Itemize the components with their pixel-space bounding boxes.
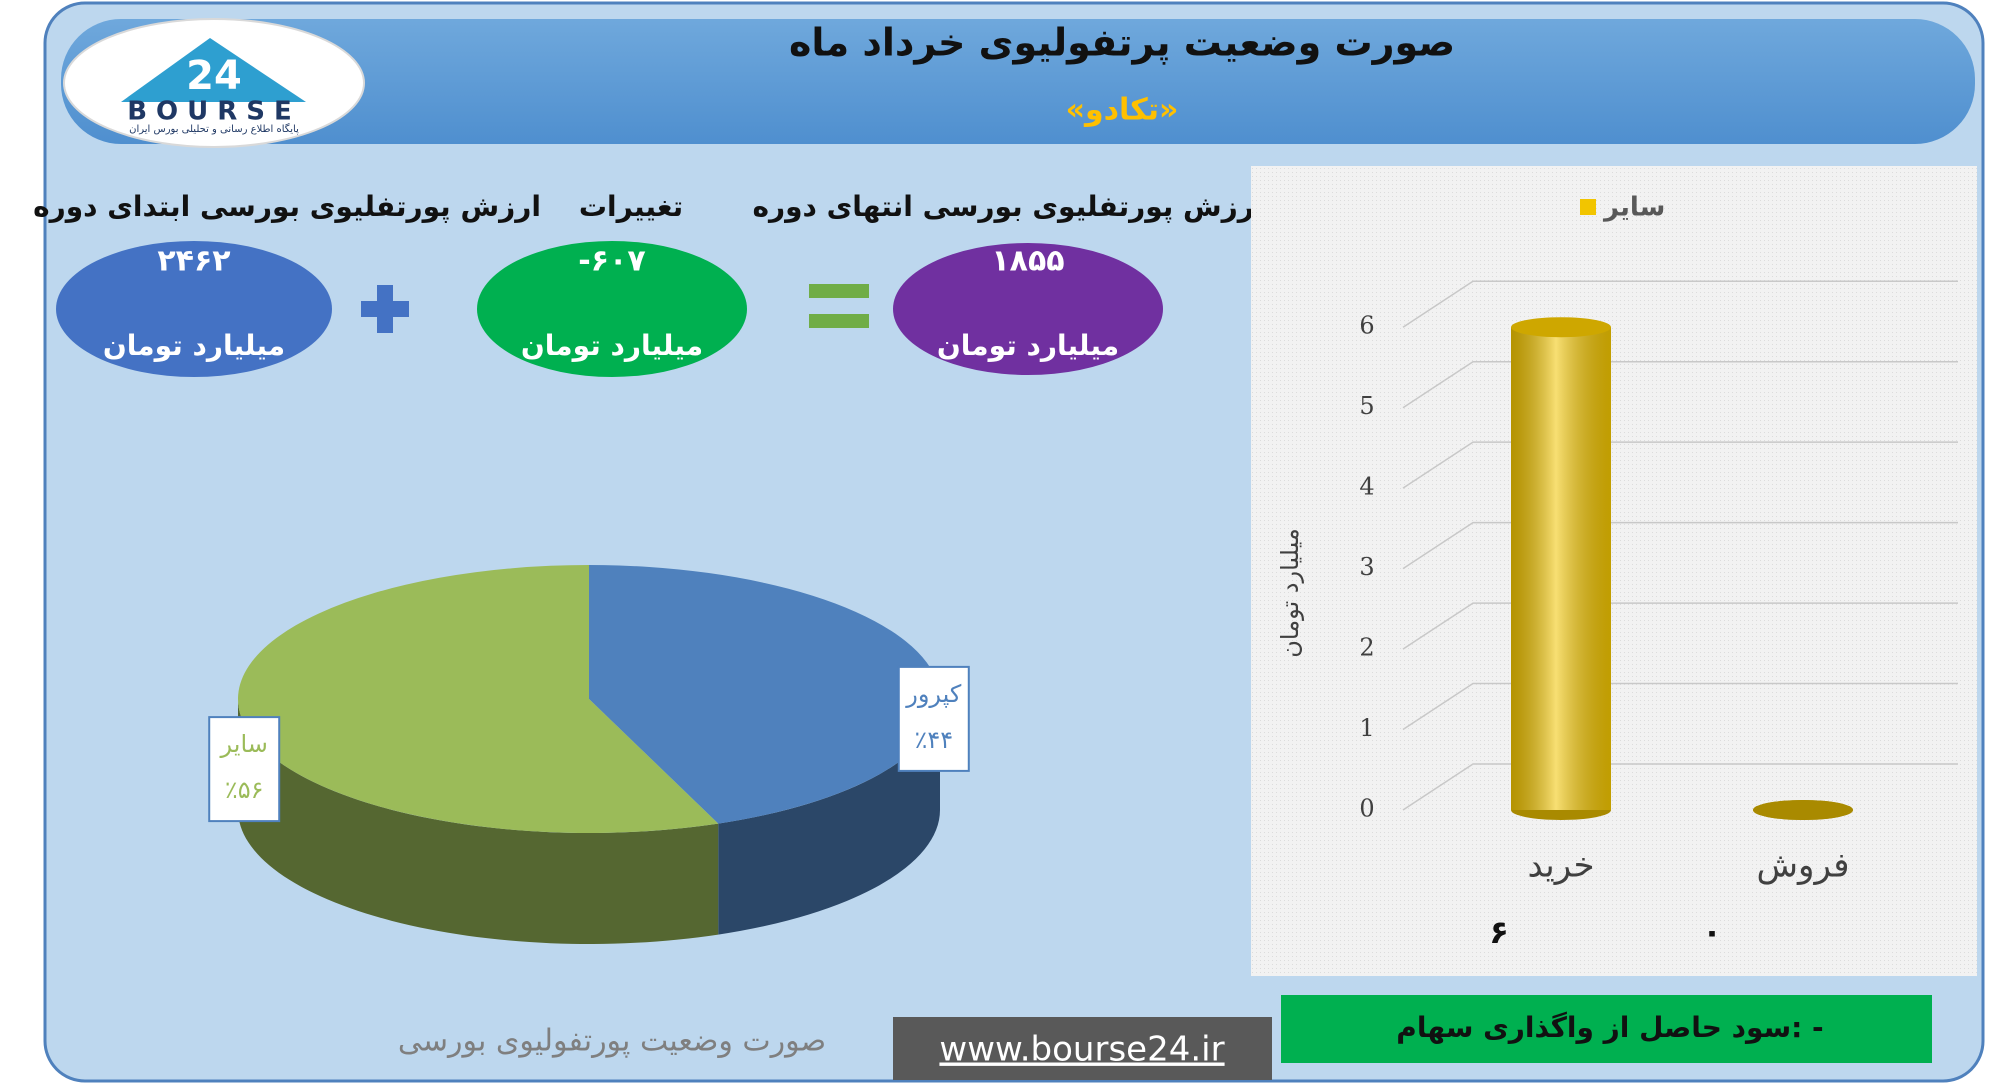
- equals-sign: [809, 284, 869, 298]
- y-tick-label: 1: [1359, 714, 1374, 742]
- y-tick-label: 0: [1359, 795, 1374, 823]
- summary-bubble: [893, 243, 1163, 375]
- y-axis-title: میلیارد تومان: [1276, 528, 1304, 657]
- x-tick-label: خرید: [1527, 846, 1594, 886]
- grid-line: [1402, 360, 1958, 409]
- plus-sign: [361, 285, 409, 333]
- logo-triangle: [121, 38, 306, 102]
- data-label: ۶: [1489, 913, 1509, 951]
- pie-slice: [589, 565, 940, 824]
- logo: 24 BOURSE پایگاه اطلاع رسانی و تحلیلی بو…: [63, 18, 365, 148]
- logo-tagline: پایگاه اطلاع رسانی و تحلیلی بورس ایران: [129, 123, 299, 135]
- url[interactable]: www.bourse24.ir: [939, 1030, 1224, 1070]
- summary-value: ۱۸۵۵: [991, 244, 1064, 279]
- y-tick-label: 6: [1359, 312, 1374, 340]
- y-tick-label: 3: [1359, 553, 1374, 581]
- summary-value: ۲۴۶۲: [157, 244, 230, 279]
- y-tick-label: 2: [1359, 634, 1374, 662]
- data-label-category: سایر: [220, 730, 268, 758]
- pie-slice-side: [718, 699, 940, 935]
- equals-sign: [809, 314, 869, 328]
- data-label-box: [897, 665, 970, 772]
- bar-cap: [1753, 800, 1853, 820]
- summary-unit: میلیارد تومان: [521, 329, 703, 362]
- grid-line: [1402, 682, 1958, 731]
- summary-bubble: [56, 241, 332, 377]
- grid-line: [1402, 602, 1958, 650]
- legend-swatch: [1580, 199, 1596, 215]
- grid-line: [1402, 763, 1958, 811]
- summary-label: ارزش پورتفلیوی بورسی انتهای دوره: [752, 190, 1263, 223]
- url-box: [893, 1017, 1272, 1080]
- bar-cap: [1511, 317, 1611, 338]
- grid-line: [1402, 280, 1958, 328]
- summary-label: تغییرات: [579, 190, 683, 223]
- data-label: ۰: [1702, 913, 1722, 951]
- data-label-value: ٪۵۶: [225, 776, 264, 804]
- title: صورت وضعیت پرتفولیوی خرداد ماه: [789, 21, 1455, 66]
- y-tick-label: 4: [1359, 473, 1374, 501]
- summary-unit: میلیارد تومان: [103, 329, 285, 362]
- gain-box: [1281, 995, 1932, 1063]
- legend-label: سایر: [1602, 193, 1665, 223]
- summary: ارزش پورتفلیوی بورسی ابتدای دوره تغییرات…: [33, 190, 1264, 377]
- gain-text: سود حاصل از واگذاری سهام: -: [1396, 1011, 1823, 1044]
- bar-chart: میلیارد تومان 0 1 2 3 4 5 6 خرید فروش سایر ۶ ۰: [1276, 193, 1958, 951]
- logo-number: 24: [186, 53, 242, 99]
- data-label-category: کپرور: [905, 680, 962, 708]
- grid-line: [1402, 441, 1958, 489]
- logo-brand: BOURSE: [127, 97, 301, 127]
- data-label-box: [208, 716, 281, 823]
- bar-shine: [1511, 327, 1611, 810]
- summary-label: ارزش پورتفلیوی بورسی ابتدای دوره: [33, 190, 541, 223]
- summary-bubble: [477, 241, 747, 377]
- summary-value: -۶۰۷: [578, 244, 645, 279]
- pie-slice: [237, 565, 719, 833]
- pie-slice-side: [238, 699, 719, 944]
- bar-chart-area: [1251, 166, 1977, 976]
- summary-unit: میلیارد تومان: [937, 329, 1119, 362]
- subtitle: «تکادو»: [1066, 93, 1179, 128]
- caption: صورت وضعیت پورتفولیوی بورسی: [398, 1024, 826, 1059]
- grid-line: [1402, 521, 1958, 570]
- header-bar: [61, 19, 1975, 144]
- y-tick-label: 5: [1359, 392, 1374, 420]
- x-tick-label: فروش: [1757, 846, 1850, 886]
- data-label-value: ٪۴۴: [914, 726, 953, 754]
- pie-chart: کپرور ٪۴۴ سایر ٪۵۶: [208, 565, 970, 944]
